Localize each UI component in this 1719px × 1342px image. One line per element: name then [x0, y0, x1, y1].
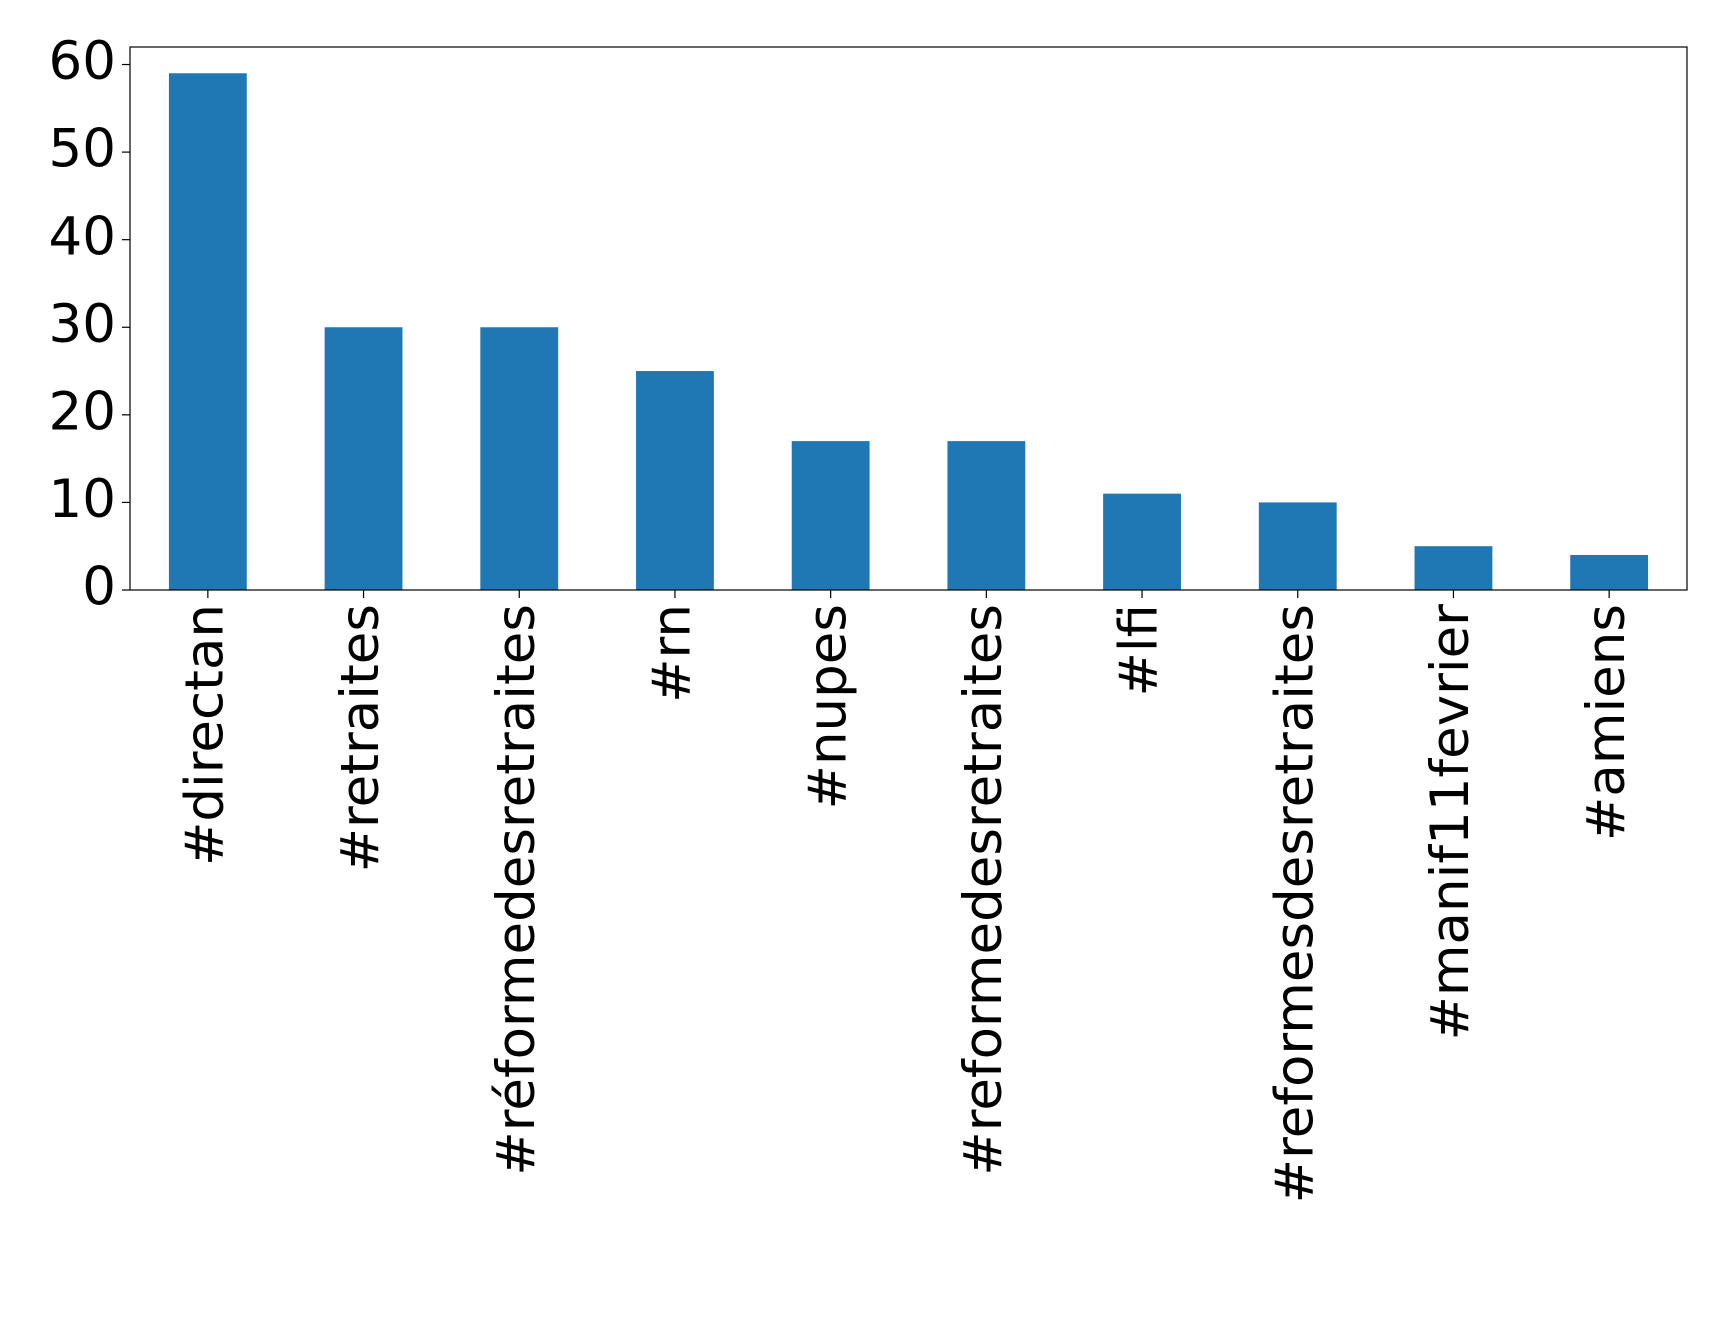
y-tick-label: 30 — [49, 294, 116, 355]
bar — [168, 73, 247, 591]
bar — [1414, 546, 1493, 590]
y-tick-label: 50 — [49, 119, 116, 180]
bar — [791, 441, 870, 590]
y-tick-label: 20 — [49, 381, 116, 442]
bar — [1103, 493, 1181, 590]
x-tick-label: #reformedesretraites — [953, 604, 1014, 1176]
x-tick-label: #réformedesretraites — [486, 604, 547, 1176]
x-tick-label: #nupes — [797, 604, 858, 809]
y-tick-label: 60 — [49, 31, 116, 92]
x-tick-label: #rn — [642, 604, 703, 703]
x-tick-label: #directan — [174, 604, 235, 866]
bar — [947, 441, 1026, 590]
x-tick-label: #manif11fevrier — [1420, 604, 1481, 1041]
bar — [324, 327, 403, 590]
axes-frame — [129, 46, 1688, 591]
bar — [1570, 554, 1649, 590]
x-tick-label: #reformesdesretraites — [1264, 604, 1325, 1203]
bar — [480, 327, 559, 590]
y-tick-label: 10 — [49, 469, 116, 530]
x-tick-label: #amiens — [1576, 604, 1637, 841]
x-tick-label: #retraites — [330, 604, 391, 872]
x-tick-label: #lfi — [1109, 604, 1170, 697]
y-tick-label: 0 — [82, 557, 116, 618]
bar — [636, 371, 714, 590]
bar — [1258, 502, 1337, 590]
y-tick-label: 40 — [49, 206, 116, 267]
